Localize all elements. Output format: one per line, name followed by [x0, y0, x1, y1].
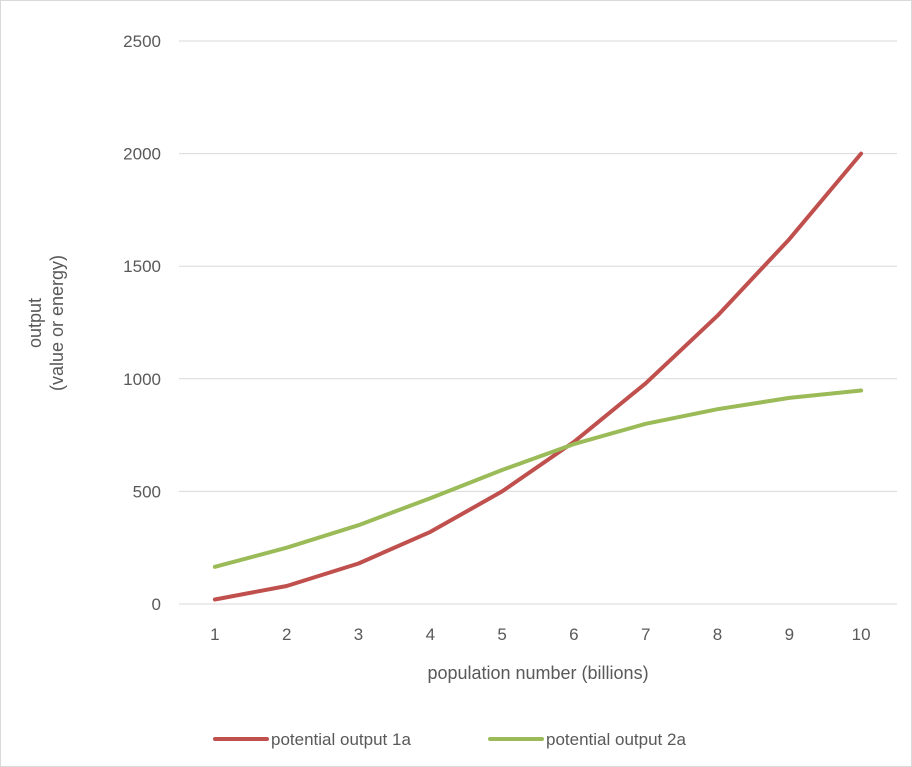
x-tick-label: 8 [713, 625, 722, 644]
legend: potential output 1a potential output 2a [213, 730, 686, 749]
series-lines [212, 151, 864, 602]
x-axis-ticks: 1 2 3 4 5 6 7 8 9 10 [210, 625, 870, 644]
x-tick-label: 10 [852, 625, 871, 644]
x-tick-label: 7 [641, 625, 650, 644]
y-tick-label: 2000 [123, 145, 161, 164]
y-tick-label: 2500 [123, 32, 161, 51]
legend-label: potential output 1a [271, 730, 411, 749]
y-axis-ticks: 0 500 1000 1500 2000 2500 [123, 32, 161, 614]
series-line-1 [212, 151, 864, 602]
series-line-2 [212, 388, 864, 569]
x-tick-label: 3 [354, 625, 363, 644]
y-axis-title: output (value or energy) [25, 255, 67, 391]
y-tick-label: 0 [152, 595, 161, 614]
y-tick-label: 500 [133, 482, 161, 501]
x-tick-label: 6 [569, 625, 578, 644]
x-tick-label: 1 [210, 625, 219, 644]
x-tick-label: 4 [426, 625, 435, 644]
y-axis-title-line-1: output [25, 298, 45, 348]
x-tick-label: 2 [282, 625, 291, 644]
x-tick-label: 5 [497, 625, 506, 644]
y-tick-label: 1500 [123, 257, 161, 276]
legend-label: potential output 2a [546, 730, 686, 749]
gridlines [179, 40, 897, 605]
x-axis-title: population number (billions) [427, 663, 648, 683]
y-axis-title-line-2: (value or energy) [47, 255, 67, 391]
x-tick-label: 9 [785, 625, 794, 644]
y-tick-label: 1000 [123, 370, 161, 389]
